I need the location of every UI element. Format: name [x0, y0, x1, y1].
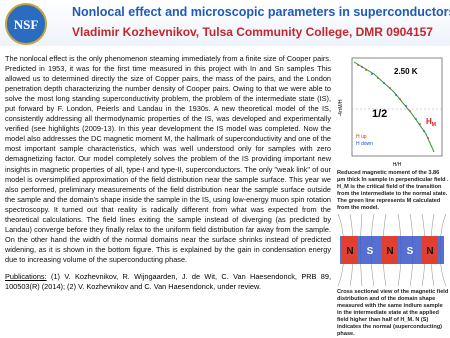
domain-label: N — [346, 246, 353, 257]
publications-text: (1) V. Kozhevnikov, R. Wijngaarden, J. d… — [5, 272, 331, 291]
logo: NSF — [5, 3, 47, 45]
half-label: 1/2 — [372, 108, 387, 120]
hm-text: H — [426, 117, 432, 126]
hm-label: HM — [426, 117, 436, 128]
author: Vladimir Kozhevnikov, Tulsa Community Co… — [72, 25, 433, 39]
domain-label: N — [386, 246, 393, 257]
domain-label: N — [426, 246, 433, 257]
y-axis-label: -4πM/H — [338, 99, 344, 116]
figure-1: 2.50 K 1/2 HM H up H down -4πM/H H/H — [338, 57, 443, 168]
figure-1-caption: Reduced magnetic moment of the 3.86 μm t… — [337, 170, 449, 211]
figure-2-caption: Cross sectional view of the magnetic fie… — [337, 289, 449, 337]
domain-label: S — [367, 246, 374, 257]
legend-entry: H up — [356, 134, 367, 140]
hm-sub: M — [432, 122, 436, 128]
publications: Publications: (1) V. Kozhevnikov, R. Wij… — [5, 272, 331, 292]
figure-2: N S N S N — [337, 213, 447, 287]
publications-label: Publications: — [5, 272, 47, 281]
logo-text: NSF — [14, 17, 39, 32]
header — [0, 0, 450, 46]
title: Nonlocal effect and microscopic paramete… — [72, 5, 450, 19]
temperature-label: 2.50 K — [394, 67, 418, 76]
domain-label: S — [407, 246, 414, 257]
x-axis-label: H/H — [393, 162, 402, 168]
body-text: The nonlocal effect is the only phenomen… — [5, 54, 331, 264]
legend-entry: H down — [356, 141, 373, 147]
